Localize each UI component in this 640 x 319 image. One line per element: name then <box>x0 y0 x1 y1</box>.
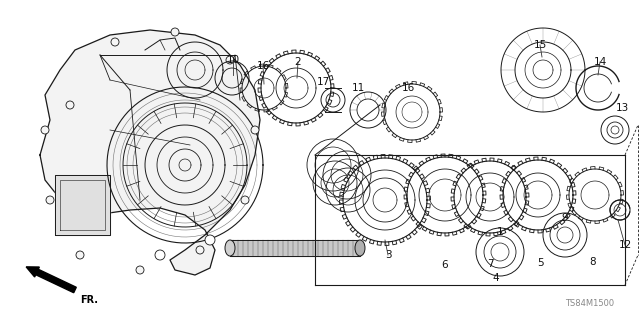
Text: 17: 17 <box>316 77 330 87</box>
Text: 2: 2 <box>294 57 301 67</box>
Polygon shape <box>55 175 110 235</box>
Ellipse shape <box>355 240 365 256</box>
Text: 14: 14 <box>593 57 607 67</box>
Circle shape <box>46 196 54 204</box>
Text: 10: 10 <box>227 55 239 65</box>
Polygon shape <box>230 240 360 256</box>
Text: 5: 5 <box>537 258 543 268</box>
Text: 7: 7 <box>486 259 493 269</box>
Circle shape <box>66 101 74 109</box>
Text: 11: 11 <box>351 83 365 93</box>
Text: 9: 9 <box>562 213 568 223</box>
Text: 3: 3 <box>385 250 391 260</box>
Text: 16: 16 <box>257 61 269 71</box>
Text: TS84M1500: TS84M1500 <box>565 300 614 308</box>
Text: 4: 4 <box>493 273 499 283</box>
Circle shape <box>251 126 259 134</box>
Ellipse shape <box>225 240 235 256</box>
Circle shape <box>241 196 249 204</box>
Circle shape <box>41 126 49 134</box>
Circle shape <box>171 28 179 36</box>
FancyArrow shape <box>26 267 76 293</box>
Text: 15: 15 <box>533 40 547 50</box>
Circle shape <box>205 235 215 245</box>
Circle shape <box>136 266 144 274</box>
Text: 1: 1 <box>497 227 503 237</box>
Circle shape <box>226 56 234 64</box>
Polygon shape <box>40 30 260 275</box>
Circle shape <box>196 246 204 254</box>
Text: 13: 13 <box>616 103 628 113</box>
Circle shape <box>111 38 119 46</box>
Text: FR.: FR. <box>80 295 98 305</box>
Text: 16: 16 <box>401 83 415 93</box>
Text: 8: 8 <box>589 257 596 267</box>
Text: 12: 12 <box>618 240 632 250</box>
Text: 6: 6 <box>442 260 448 270</box>
Circle shape <box>76 251 84 259</box>
